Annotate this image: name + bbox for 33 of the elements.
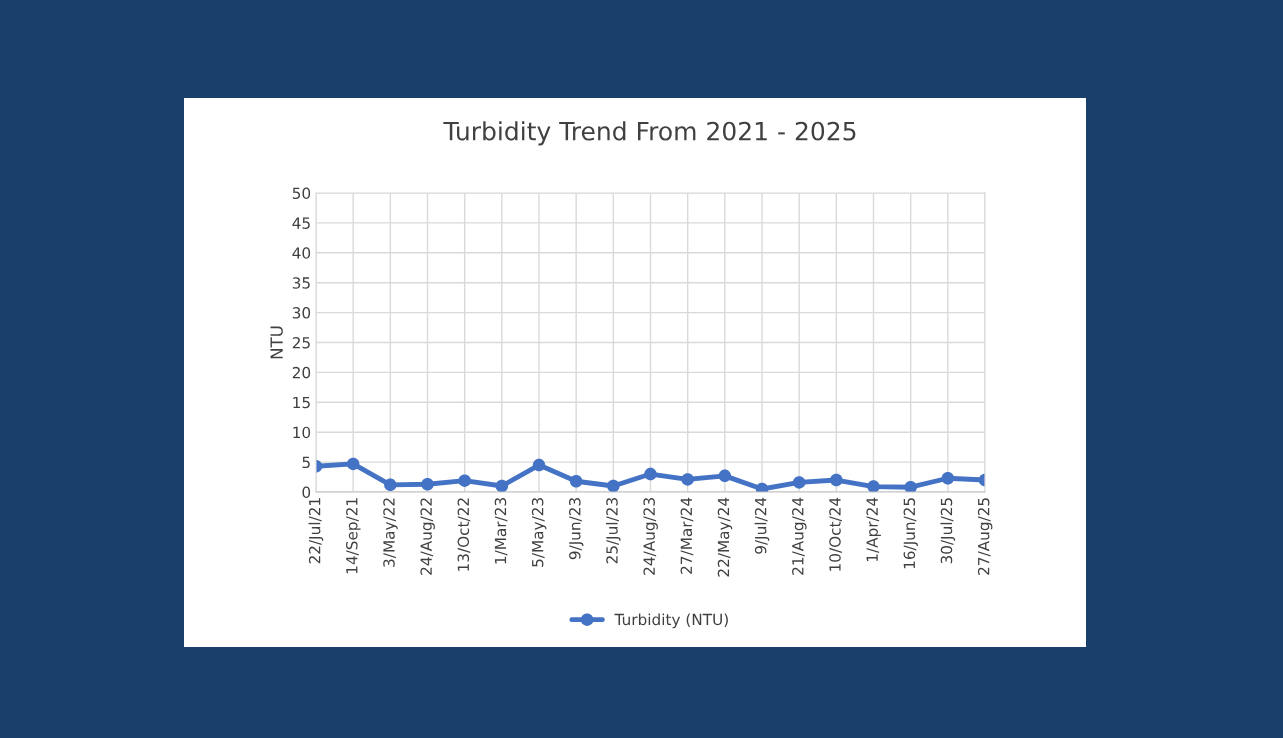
y-tick-label: 5 (302, 456, 310, 469)
y-tick-label: 40 (292, 247, 311, 259)
y-tick-label: 50 (292, 187, 311, 200)
x-tick-label: 24/Aug/22 (420, 498, 435, 575)
y-tick-label: 25 (292, 336, 310, 349)
x-tick-label: 1/Apr/24 (866, 497, 881, 562)
x-tick-label: 9/Jun/23 (569, 498, 584, 560)
x-tick-label: 9/Jul/24 (754, 497, 770, 554)
x-tick-label: 30/Jul/25 (940, 498, 956, 564)
y-tick-label: 20 (292, 366, 311, 379)
x-tick-label: 24/Aug/23 (643, 498, 658, 575)
x-tick-label: 25/Jul/23 (605, 498, 621, 564)
x-tick-label: 27/Mar/24 (680, 497, 694, 574)
x-tick-label: 3/May/22 (383, 498, 398, 567)
y-tick-label: 15 (293, 396, 310, 409)
y-tick-label: 0 (302, 486, 311, 499)
x-tick-label: 1/Mar/23 (494, 498, 508, 564)
x-tick-label: 10/Oct/24 (829, 497, 842, 571)
y-tick-label: 45 (292, 217, 310, 229)
x-tick-label: 22/May/24 (717, 497, 733, 577)
x-tick-label: 5/May/23 (531, 498, 547, 567)
x-tick-label: 21/Aug/24 (792, 497, 807, 575)
x-tick-label: 13/Oct/22 (457, 498, 471, 571)
y-tick-label: 10 (293, 426, 311, 439)
y-tick-label: 35 (292, 277, 310, 289)
y-axis-title: NTU (270, 326, 283, 359)
x-tick-label: 22/Jul/21 (308, 498, 324, 564)
x-tick-label: 16/Jun/25 (903, 498, 918, 569)
x-tick-label: 14/Sep/21 (346, 498, 361, 574)
y-tick-label: 30 (292, 307, 311, 319)
chart-title: Turbidity Trend From 2021 - 2025 (443, 121, 856, 146)
x-tick-label: 27/Aug/25 (977, 498, 993, 575)
legend-label: Turbidity (NTU) (614, 613, 728, 629)
